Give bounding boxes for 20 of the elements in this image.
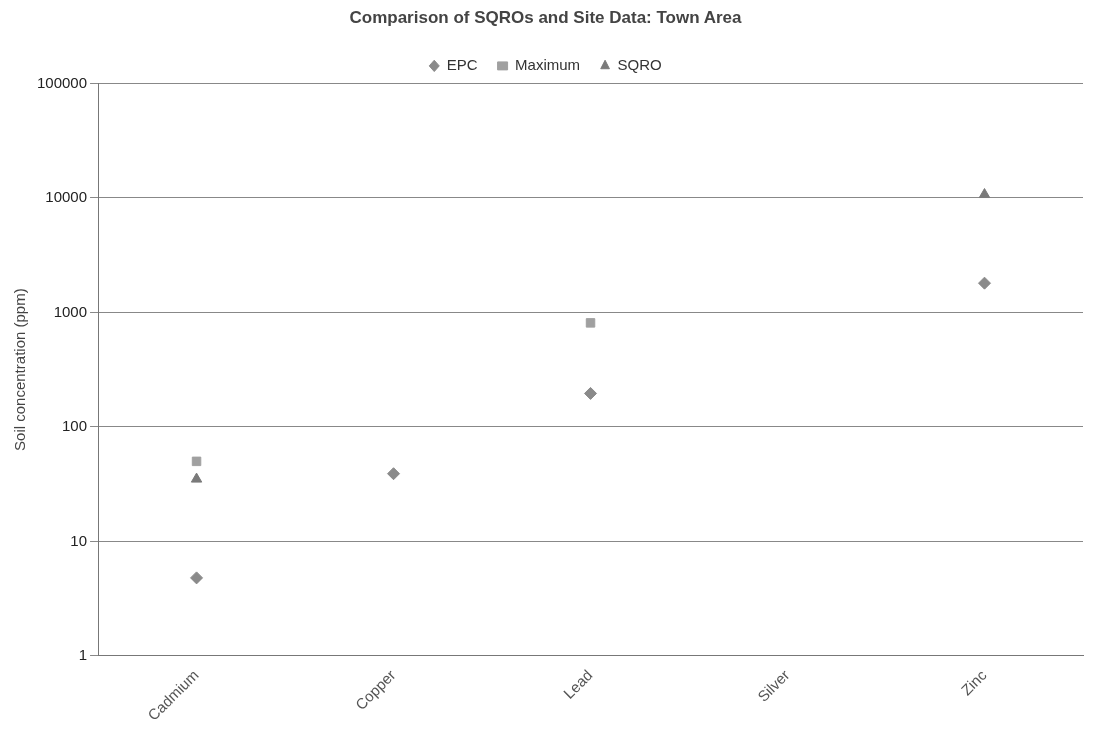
legend-label: Maximum [515,56,581,74]
point [584,386,598,400]
y-axis-title: Soil concentration (ppm) [11,288,29,451]
y-tick-label: 100000 [36,73,88,91]
point [585,318,596,328]
chart-title: Comparison of SQROs and Site Data: Town Area [349,7,743,27]
legend-label: EPC [446,56,478,74]
y-tick-label: 10 [70,531,88,549]
point [387,467,401,481]
y-tick-label: 1000 [53,302,88,320]
y-tick-label: 10000 [45,188,88,206]
y-tick-label: 100 [62,417,88,435]
legend-label: SQRO [617,56,662,74]
x-tick-label: Zinc [957,665,990,699]
point [190,571,204,585]
y-tick-label: 1 [78,646,88,664]
point [190,472,203,483]
point [978,188,991,199]
point [191,456,202,467]
point [978,276,992,290]
